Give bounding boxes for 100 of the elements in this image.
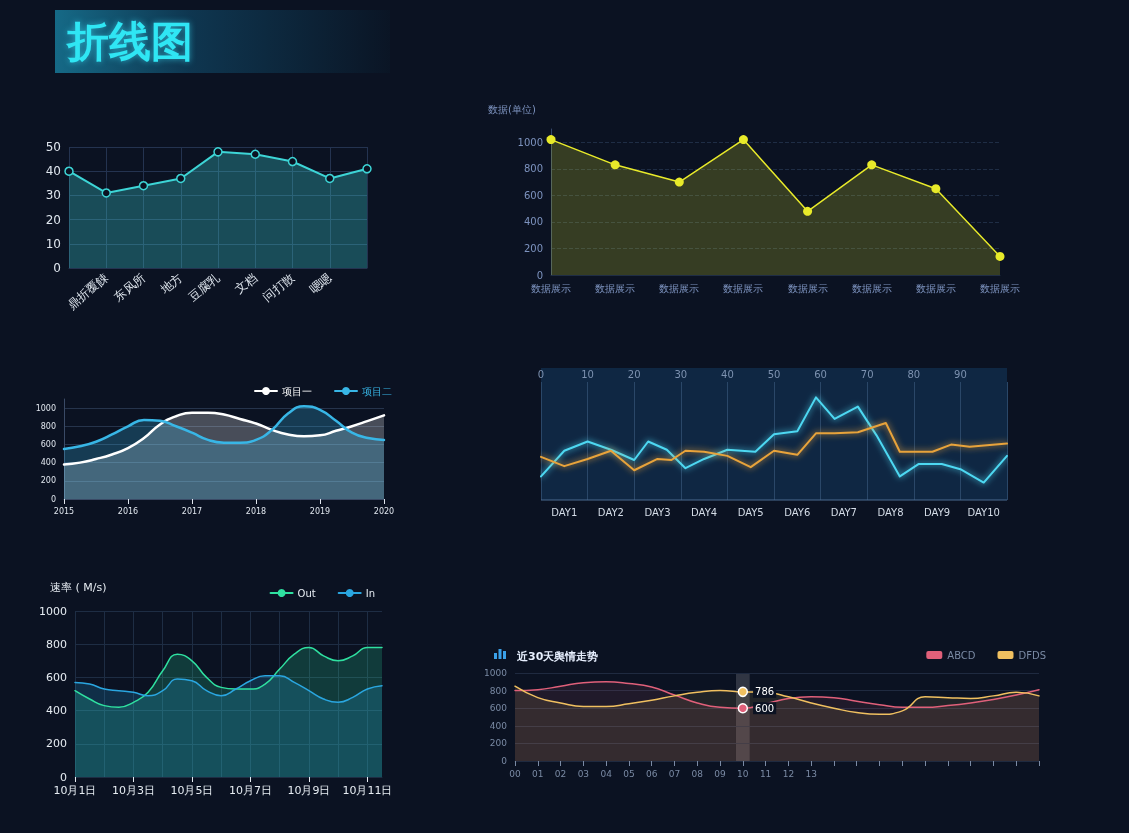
y-tick-label: 200 (46, 737, 67, 751)
legend-label: Out (297, 587, 316, 599)
x-tick-label: 数据展示 (915, 282, 956, 294)
x-tick-label: 2020 (373, 506, 395, 516)
point (64, 166, 74, 176)
x-tick-label: 豆腐乳 (185, 270, 223, 305)
y-tick-label: 400 (46, 704, 67, 718)
y-tick-label: 600 (489, 703, 508, 714)
text: DAY2 (597, 507, 624, 518)
legend-label: ABCD (947, 649, 976, 661)
point (931, 184, 941, 194)
x-tick-label: 05 (623, 768, 635, 779)
point (803, 206, 813, 216)
x-tick-label: 11 (759, 768, 772, 779)
y-tick-label: 800 (46, 637, 67, 651)
y-tick-label: 800 (523, 163, 543, 175)
y-tick-label: 1000 (517, 136, 543, 148)
point (738, 135, 748, 145)
x-tick-label: 08 (691, 768, 704, 779)
x-tick-label: 01 (532, 768, 544, 779)
x-tick-label: 07 (668, 768, 681, 779)
y-tick-label: 800 (489, 685, 508, 696)
x-tick-label: 10月3日 (111, 784, 155, 797)
y-tick-label: 50 (45, 140, 61, 154)
point (213, 147, 223, 157)
x-tick-label: 60 (814, 368, 827, 380)
legend-label: 项目一 (282, 385, 312, 397)
y-tick-label: 20 (45, 212, 61, 227)
text: DAY9 (924, 507, 951, 518)
x-tick-label: 数据展示 (787, 282, 828, 294)
point (250, 149, 260, 160)
x-tick-label: 70 (860, 368, 874, 380)
x-tick-label: 03 (577, 768, 590, 779)
point (674, 177, 684, 187)
y-tick-label: 0 (50, 494, 56, 504)
chart-title: 近30天舆情走势 (516, 650, 599, 663)
y-tick-label: 600 (523, 189, 543, 201)
x-tick-label: 东风所 (111, 270, 148, 305)
text: DAY8 (877, 507, 904, 518)
x-tick-label: 10 (737, 768, 749, 779)
y-tick-label: 1000 (484, 668, 508, 678)
point (610, 160, 620, 170)
y-axis-title: 速率 ( M/s) (50, 581, 107, 594)
y-tick-label: 1000 (39, 604, 67, 618)
x-tick-label: 数据展示 (659, 282, 700, 294)
point (287, 156, 298, 167)
legend-label: In (365, 587, 376, 599)
x-tick-label: 30 (674, 368, 688, 380)
point (737, 702, 749, 714)
y-tick-label: 400 (523, 216, 543, 228)
x-tick-label: 数据展示 (851, 282, 892, 294)
point (995, 251, 1005, 261)
text: DAY3 (644, 507, 671, 518)
point (138, 180, 149, 191)
y-tick-label: 200 (40, 476, 56, 486)
text: DAY5 (737, 507, 764, 518)
text: DAY1 (551, 507, 578, 518)
text: DAY7 (830, 507, 857, 518)
y-tick-label: 800 (40, 421, 56, 431)
text: DAY6 (784, 507, 811, 518)
point (176, 173, 186, 184)
y-tick-label: 600 (46, 670, 67, 684)
y-tick-label: 600 (40, 439, 56, 449)
x-tick-label: 数据展示 (723, 282, 764, 294)
x-tick-label: 02 (554, 768, 567, 779)
x-tick-label: 00 (509, 768, 521, 779)
x-tick-label: 数据展示 (531, 282, 571, 294)
x-tick-label: 10月1日 (53, 784, 97, 797)
y-tick-label: 30 (45, 188, 61, 203)
x-tick-label: 10 (581, 368, 594, 380)
x-tick-label: 80 (907, 368, 921, 380)
y-tick-label: 40 (45, 164, 61, 179)
y-tick-label: 400 (40, 458, 56, 468)
point (101, 188, 111, 198)
y-tick-label: 1000 (35, 403, 56, 413)
x-tick-label: 04 (600, 768, 613, 779)
chart-title: 折线图 (55, 10, 390, 73)
data-label: 600 (755, 702, 775, 714)
x-tick-label: 20 (627, 368, 641, 380)
x-tick-label: 文档 (232, 270, 260, 297)
x-tick-label: 2015 (53, 506, 75, 516)
x-tick-label: 13 (805, 768, 817, 779)
x-tick-label: 嗯嗯 (306, 270, 335, 297)
y-tick-label: 0 (53, 261, 61, 275)
text: DAY10 (967, 507, 1000, 518)
x-tick-label: 50 (767, 368, 781, 380)
point (325, 173, 335, 184)
y-tick-label: 200 (523, 242, 543, 254)
y-tick-label: 400 (489, 720, 508, 731)
point (867, 160, 877, 170)
x-tick-label: 10月5日 (170, 784, 214, 797)
x-tick-label: 06 (645, 768, 658, 779)
x-tick-label: 90 (954, 368, 967, 380)
y-tick-label: 0 (501, 756, 508, 766)
x-tick-label: 40 (721, 368, 734, 380)
text: DAY4 (691, 507, 718, 518)
x-tick-label: 2017 (181, 506, 203, 516)
x-tick-label: 09 (714, 768, 727, 779)
x-tick-label: 问打散 (260, 270, 297, 305)
point (362, 164, 372, 174)
